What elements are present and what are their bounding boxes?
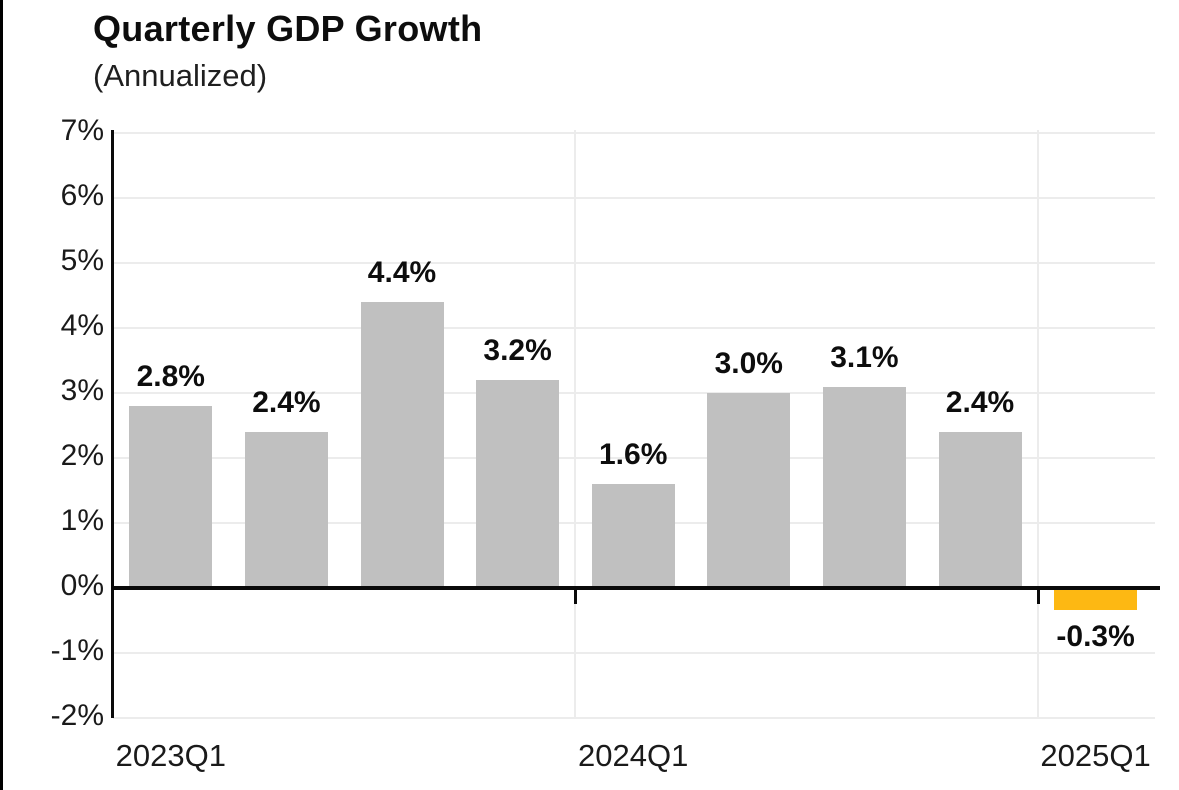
bar-2023Q1: [129, 406, 213, 588]
zero-axis-line: [111, 586, 1160, 590]
h-gridline: [113, 262, 1155, 264]
h-gridline: [113, 652, 1155, 654]
value-label-2024Q1: 1.6%: [598, 438, 668, 471]
v-gridline: [574, 130, 577, 718]
h-gridline: [113, 197, 1155, 199]
y-tick-label: 2%: [60, 439, 104, 472]
y-tick-label: 0%: [60, 569, 104, 602]
bar-2023Q2: [244, 432, 328, 588]
y-tick-label: 6%: [60, 179, 104, 212]
h-gridline: [113, 327, 1155, 329]
bar-2025Q1: [1054, 590, 1138, 610]
h-gridline: [113, 717, 1155, 719]
bar-2024Q1: [591, 484, 675, 588]
v-gridline: [1036, 130, 1039, 718]
bar-2023Q3: [360, 302, 444, 588]
h-gridline: [113, 132, 1155, 134]
value-label-2024Q2: 3.0%: [714, 347, 783, 380]
bar-2024Q3: [822, 386, 906, 588]
bar-2023Q4: [476, 380, 560, 588]
y-tick-label: -2%: [50, 699, 104, 732]
y-tick-label: 5%: [60, 244, 104, 277]
bar-2024Q4: [938, 432, 1022, 588]
value-label-2023Q4: 3.2%: [483, 334, 552, 367]
h-gridline: [113, 392, 1155, 394]
chart-subtitle: (Annualized): [93, 58, 268, 93]
x-tick-label: 2023Q1: [115, 738, 226, 773]
chart-title: Quarterly GDP Growth: [93, 8, 483, 49]
bar-2024Q2: [707, 393, 791, 588]
x-axis-tick: [574, 588, 578, 604]
value-label-2023Q3: 4.4%: [367, 256, 437, 289]
value-label-2023Q2: 2.4%: [252, 386, 321, 419]
y-tick-label: -1%: [50, 634, 104, 667]
y-tick-label: 4%: [60, 309, 104, 342]
y-tick-label: 3%: [60, 374, 104, 407]
x-tick-label: 2024Q1: [578, 738, 689, 773]
x-axis-tick: [1036, 588, 1040, 604]
plot-area: 2.8% 2.4% 4.4% 3.2% 1.6% 3.0% 3.1% 2.4% -0.3% 7% 6…: [3, 0, 1179, 790]
x-tick-label: 2025Q1: [1040, 738, 1151, 773]
h-gridline: [113, 457, 1155, 459]
value-label-2024Q3: 3.1%: [830, 340, 899, 374]
value-label-2024Q4: 2.4%: [945, 386, 1015, 419]
y-tick-label: 1%: [60, 504, 104, 537]
y-tick-label: 7%: [60, 114, 104, 147]
y-axis-line: [111, 130, 114, 718]
value-label-2023Q1: 2.8%: [136, 360, 205, 393]
value-label-2025Q1: -0.3%: [1056, 619, 1135, 653]
